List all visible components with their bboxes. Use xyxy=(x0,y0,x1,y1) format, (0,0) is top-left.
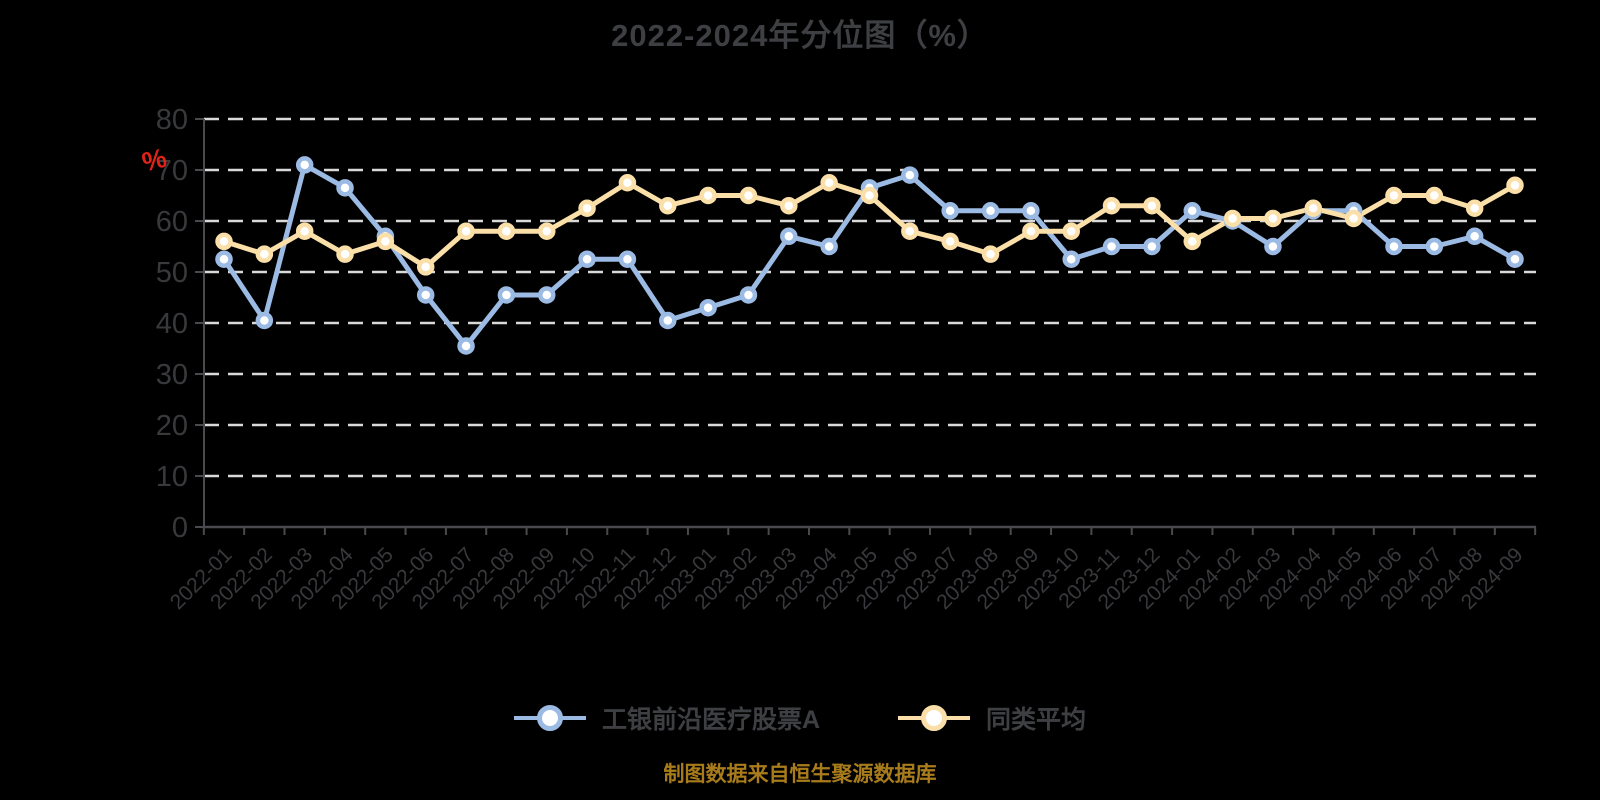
average-series-point xyxy=(336,245,354,263)
y-axis-label: 80 xyxy=(156,104,188,136)
y-axis-label: 20 xyxy=(156,410,188,442)
y-axis-label: 30 xyxy=(156,359,188,391)
average-series-points xyxy=(215,174,1524,276)
fund-series-point xyxy=(941,202,959,220)
fund-series-point xyxy=(1143,237,1161,256)
fund-series-point xyxy=(901,166,919,184)
fund-series-point xyxy=(981,202,1000,220)
fund-series-point xyxy=(497,286,516,304)
average-series-point xyxy=(1506,176,1524,195)
average-series-point xyxy=(860,186,879,205)
chart-canvas: 0 10 20 30 40 50 60 70 80% 2022-012022-022022-032… xyxy=(139,104,1537,614)
average-series-point xyxy=(618,174,637,192)
legend-label-average: 同类平均 xyxy=(986,706,1087,734)
average-legend-marker-icon xyxy=(898,705,971,731)
average-series-point xyxy=(1385,186,1403,205)
legend-label-fund: 工银前沿医疗股票A xyxy=(601,706,821,734)
fund-series-point xyxy=(1102,237,1121,256)
legend-item-average[interactable]: 同类平均 xyxy=(898,700,1086,736)
average-series-point xyxy=(941,232,959,251)
average-series-point xyxy=(497,222,516,240)
average-series-point xyxy=(780,196,798,215)
fund-series-point xyxy=(295,156,314,174)
y-axis-label: 10 xyxy=(156,461,188,493)
fund-series-point xyxy=(659,311,677,330)
fund-series-point xyxy=(780,227,798,246)
average-series-point xyxy=(1344,209,1363,228)
average-series-point xyxy=(1425,186,1444,205)
chart-legend: 工银前沿医疗股票A 同类平均 xyxy=(0,700,1600,736)
y-axis-label: 40 xyxy=(156,308,188,340)
y-axis-unit-percent: % xyxy=(139,143,170,178)
average-series-point xyxy=(457,222,475,240)
y-axis-label: 70 xyxy=(156,155,188,187)
fund-series-point xyxy=(1022,202,1040,220)
fund-series-point xyxy=(1425,237,1444,256)
fund-series-point xyxy=(416,286,435,304)
average-series-point xyxy=(1223,209,1242,228)
fund-series-point xyxy=(1264,237,1282,256)
fund-series-points xyxy=(215,156,1524,355)
y-axis-label: 50 xyxy=(156,257,188,289)
average-series-point xyxy=(255,245,274,263)
fund-series-point xyxy=(457,337,475,355)
fund-legend-circle xyxy=(536,705,563,731)
fund-series-point xyxy=(336,179,354,197)
average-series-point xyxy=(376,232,395,251)
y-axis-label: 60 xyxy=(156,206,188,238)
average-series-point xyxy=(820,174,838,192)
data-source-note: 制图数据来自恒生聚源数据库 xyxy=(663,763,937,786)
average-series-point xyxy=(215,232,233,251)
average-series-point xyxy=(739,186,758,205)
average-series-point xyxy=(295,222,314,240)
average-series-point xyxy=(1062,222,1080,240)
fund-series-point xyxy=(739,286,758,304)
average-series-point xyxy=(981,245,1000,263)
fund-series-point xyxy=(255,311,274,330)
y-axis-label: 0 xyxy=(172,512,188,544)
fund-series-point xyxy=(538,286,556,304)
average-series-point xyxy=(538,222,556,240)
average-series-point xyxy=(901,222,919,240)
average-series-point xyxy=(1022,222,1040,240)
average-series-point xyxy=(1465,199,1484,217)
fund-series-point xyxy=(820,237,838,256)
average-series-point xyxy=(1143,196,1161,215)
average-series-point xyxy=(699,186,717,205)
average-series-point xyxy=(1264,209,1282,228)
fund-series-point xyxy=(578,250,596,268)
average-series-point xyxy=(659,196,677,215)
y-axis-ticks xyxy=(195,118,204,528)
fund-series-point xyxy=(215,250,233,268)
fund-series-point xyxy=(1506,250,1524,268)
average-series-point xyxy=(1183,232,1201,251)
average-series-point xyxy=(416,258,435,276)
chart-title: 2022-2024年分位图（%） xyxy=(611,18,989,53)
fund-legend-marker-icon xyxy=(513,705,586,731)
average-series-point xyxy=(578,199,596,217)
fund-series-point xyxy=(1465,227,1484,246)
x-axis-ticks xyxy=(202,527,1537,535)
legend-item-fund[interactable]: 工银前沿医疗股票A xyxy=(513,700,821,736)
fund-series-point xyxy=(699,298,717,317)
average-legend-circle xyxy=(921,705,948,731)
fund-series-point xyxy=(1183,202,1201,220)
average-series-point xyxy=(1304,199,1323,217)
gridlines xyxy=(204,117,1536,478)
fund-series-point xyxy=(618,250,637,268)
average-series-point xyxy=(1102,196,1121,215)
x-axis-labels: 2022-012022-022022-032022-042022-052022-… xyxy=(166,543,1528,614)
fund-series-point xyxy=(1062,250,1080,268)
y-axis-labels: 0 10 20 30 40 50 60 70 80 xyxy=(156,104,188,544)
fund-series-point xyxy=(1385,237,1403,256)
